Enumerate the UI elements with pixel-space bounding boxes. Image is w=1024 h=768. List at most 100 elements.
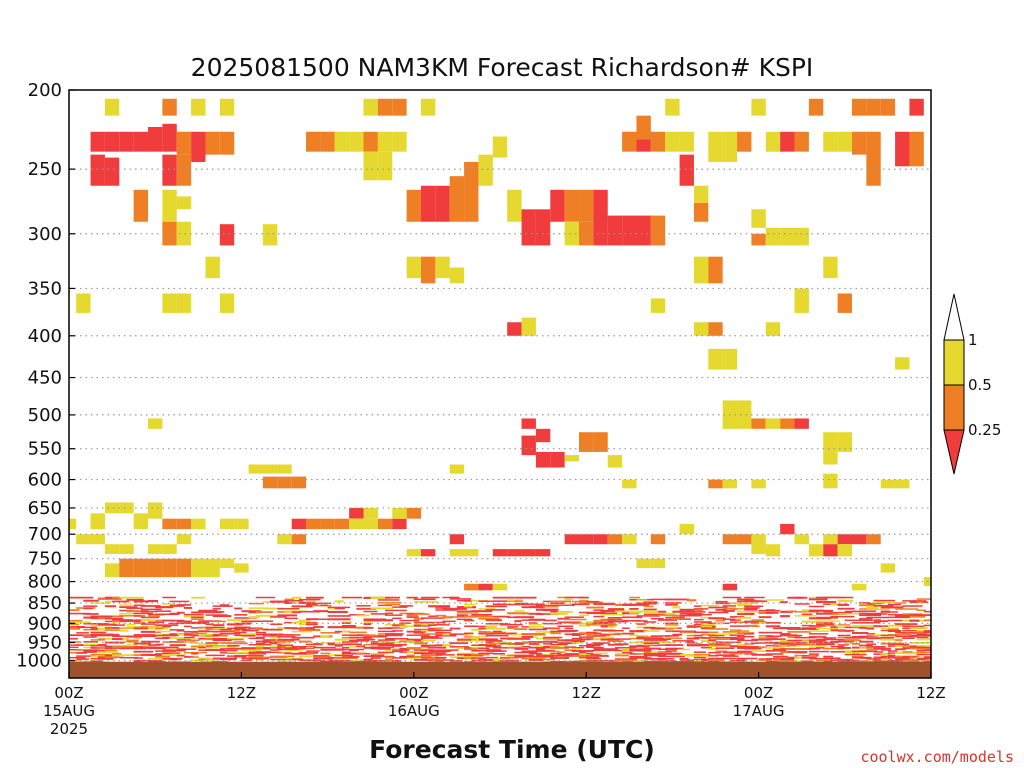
colorbar-label: 1: [968, 331, 978, 349]
heatmap-cell: [341, 621, 353, 623]
heatmap-cell: [830, 629, 846, 632]
x-tick-label: 12Z: [572, 684, 601, 702]
heatmap-cell: [801, 620, 823, 623]
heatmap-cell: [148, 558, 163, 578]
heatmap-cell: [823, 622, 833, 624]
heatmap-cell: [148, 127, 163, 152]
heatmap-cell: [485, 609, 506, 611]
heatmap-cell: [492, 615, 510, 618]
heatmap-cell: [837, 599, 853, 602]
heatmap-cell: [449, 660, 463, 662]
heatmap-cell: [162, 641, 171, 643]
heatmap-cell: [658, 610, 666, 613]
heatmap-cell: [291, 534, 307, 545]
heatmap-cell: [693, 609, 704, 612]
heatmap-cell: [248, 627, 263, 629]
heatmap-cell: [126, 623, 136, 626]
heatmap-cell: [248, 607, 269, 609]
heatmap-cell: [571, 660, 580, 663]
heatmap-cell: [162, 654, 186, 656]
heatmap-cell: [248, 620, 273, 622]
heatmap-cell: [528, 622, 537, 624]
heatmap-cell: [543, 653, 555, 656]
heatmap-cell: [729, 625, 751, 627]
heatmap-cell: [543, 636, 563, 639]
heatmap-cell: [780, 633, 791, 635]
heatmap-cell: [90, 639, 106, 641]
heatmap-cell: [787, 651, 808, 653]
heatmap-cell: [737, 611, 762, 613]
heatmap-cell: [665, 598, 690, 601]
heatmap-cell: [90, 615, 114, 617]
heatmap-cell: [851, 534, 867, 545]
heatmap-cell: [880, 636, 895, 639]
heatmap-cell: [557, 625, 574, 627]
heatmap-cell: [737, 657, 747, 660]
x-tick-label: 2025: [50, 720, 88, 738]
heatmap-cell: [622, 651, 633, 654]
heatmap-cell: [535, 656, 554, 658]
heatmap-cell: [837, 534, 852, 545]
heatmap-cell: [76, 658, 90, 660]
heatmap-cell: [823, 637, 837, 639]
heatmap-cell: [356, 634, 370, 636]
heatmap-cell: [219, 633, 241, 635]
heatmap-cell: [643, 608, 657, 611]
heatmap-cell: [435, 627, 445, 629]
heatmap-cell: [643, 621, 657, 623]
heatmap-cell: [744, 653, 757, 655]
heatmap-cell: [722, 605, 737, 607]
heatmap-cell: [104, 649, 118, 651]
heatmap-cell: [291, 645, 316, 648]
heatmap-cell: [212, 654, 225, 657]
heatmap-cell: [428, 646, 447, 649]
heatmap-cell: [227, 627, 247, 630]
heatmap-cell: [370, 657, 381, 659]
heatmap-cell: [579, 651, 587, 654]
heatmap-cell: [126, 620, 141, 622]
heatmap-cell: [665, 618, 676, 621]
heatmap-cell: [887, 613, 911, 616]
credit-text: coolwx.com/models: [860, 748, 1014, 766]
heatmap-cell: [313, 626, 324, 628]
heatmap-cell: [658, 614, 678, 616]
heatmap-cell: [737, 616, 752, 619]
heatmap-cell: [880, 653, 892, 656]
heatmap-cell: [420, 646, 430, 648]
heatmap-cell: [808, 654, 817, 657]
heatmap-cell: [435, 659, 443, 662]
heatmap-cell: [183, 639, 200, 641]
heatmap-cell: [600, 633, 621, 636]
heatmap-cell: [112, 596, 121, 599]
heatmap-cell: [327, 618, 351, 621]
heatmap-cell: [880, 563, 896, 573]
heatmap-cell: [420, 256, 436, 284]
y-tick-label: 600: [28, 470, 62, 491]
heatmap-cell: [176, 196, 192, 210]
heatmap-cell: [176, 131, 192, 155]
heatmap-cell: [428, 658, 446, 660]
heatmap-cell: [284, 647, 298, 649]
heatmap-cell: [794, 596, 803, 599]
heatmap-cell: [772, 648, 786, 651]
heatmap-cell: [341, 624, 356, 627]
heatmap-cell: [313, 646, 336, 649]
heatmap-cell: [413, 652, 434, 655]
heatmap-cell: [363, 610, 378, 613]
heatmap-cell: [420, 629, 435, 632]
y-axis-ticks: 200 250 300 350 400 450 500 550 600 650 700 7508008…: [16, 80, 75, 672]
heatmap-cell: [859, 619, 874, 622]
heatmap-cell: [550, 650, 560, 653]
heatmap-cell: [765, 227, 781, 246]
heatmap-cell: [643, 601, 658, 604]
heatmap-cell: [334, 607, 345, 610]
heatmap-cell: [564, 596, 587, 599]
heatmap-cell: [593, 642, 611, 644]
heatmap-cell: [176, 639, 186, 641]
heatmap-cell: [262, 641, 287, 644]
heatmap-cell: [341, 622, 351, 625]
heatmap-cell: [579, 624, 591, 627]
heatmap-cell: [701, 655, 709, 657]
heatmap-cell: [183, 641, 192, 644]
heatmap-cell: [262, 476, 278, 489]
